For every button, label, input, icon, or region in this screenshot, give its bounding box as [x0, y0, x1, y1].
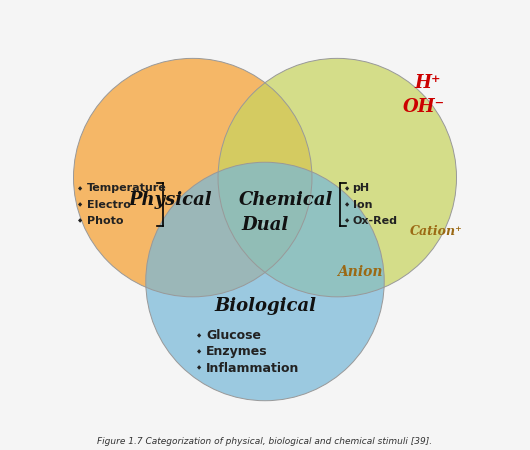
Text: Glucose: Glucose	[206, 329, 261, 342]
Circle shape	[218, 58, 456, 297]
Text: OH⁻: OH⁻	[403, 98, 445, 116]
Text: ◆: ◆	[197, 350, 201, 355]
Text: Ox-Red: Ox-Red	[352, 216, 398, 226]
Text: Ion: Ion	[352, 200, 372, 210]
Text: Chemical: Chemical	[238, 191, 333, 209]
Text: Physical: Physical	[128, 191, 212, 209]
Text: Photo: Photo	[87, 216, 123, 226]
Text: Temperature: Temperature	[87, 184, 167, 194]
Text: Anion: Anion	[337, 266, 383, 279]
Text: H⁺: H⁺	[414, 74, 440, 92]
Text: Inflammation: Inflammation	[206, 362, 299, 375]
Text: ◆: ◆	[78, 186, 82, 191]
Text: Cation⁺: Cation⁺	[410, 225, 463, 238]
Text: pH: pH	[352, 184, 370, 194]
Text: Electro: Electro	[87, 200, 131, 210]
Text: ◆: ◆	[78, 218, 82, 224]
Text: ◆: ◆	[345, 186, 349, 191]
Text: ◆: ◆	[345, 218, 349, 224]
Circle shape	[74, 58, 312, 297]
Circle shape	[146, 162, 384, 400]
Polygon shape	[258, 223, 272, 228]
Text: Dual: Dual	[241, 216, 289, 234]
Text: Figure 1.7 Categorization of physical, biological and chemical stimuli [39].: Figure 1.7 Categorization of physical, b…	[98, 436, 432, 446]
Text: ◆: ◆	[78, 202, 82, 207]
Text: ◆: ◆	[345, 202, 349, 207]
Text: ◆: ◆	[197, 366, 201, 371]
Text: Enzymes: Enzymes	[206, 346, 268, 359]
Text: Biological: Biological	[214, 297, 316, 315]
Text: ◆: ◆	[197, 333, 201, 338]
